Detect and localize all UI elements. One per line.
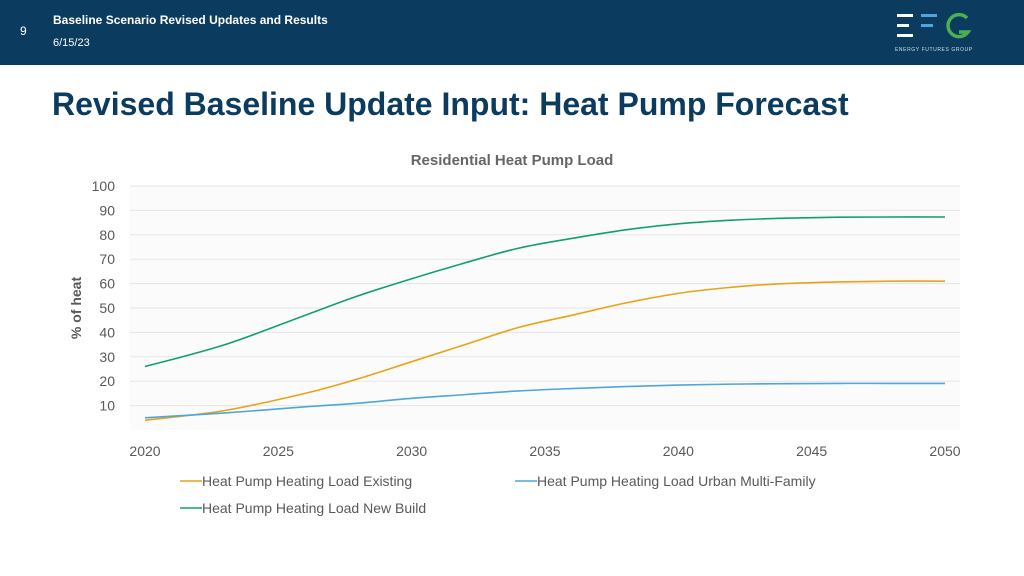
x-tick-label: 2050 [929,443,960,459]
y-tick-label: 70 [99,251,115,267]
y-tick-label: 90 [99,202,115,218]
y-tick-label: 40 [99,324,115,340]
y-tick-label: 10 [99,398,115,414]
x-tick-label: 2045 [796,443,827,459]
x-tick-label: 2020 [129,443,160,459]
heat-pump-line-chart: Residential Heat Pump Load10203040506070… [68,152,961,516]
x-tick-label: 2035 [529,443,560,459]
series-line-1 [144,280,946,422]
efg-logo: ENERGY FUTURES GROUP [895,10,975,56]
y-tick-label: 100 [92,178,116,194]
y-axis-label: % of heat [68,277,84,340]
header-bar: 9 Baseline Scenario Revised Updates and … [0,0,1024,65]
x-tick-label: 2040 [663,443,694,459]
logo-caption: ENERGY FUTURES GROUP [895,47,973,53]
legend-label-3: Heat Pump Heating Load New Build [202,500,426,516]
legend-label-2: Heat Pump Heating Load Urban Multi-Famil… [537,473,816,489]
slide-number: 9 [20,24,27,38]
series-line-3 [144,216,946,368]
legend-label-1: Heat Pump Heating Load Existing [202,473,412,489]
x-tick-label: 2030 [396,443,427,459]
deck-subtitle: Baseline Scenario Revised Updates and Re… [53,13,328,27]
deck-date: 6/15/23 [53,37,90,49]
y-tick-label: 20 [99,373,115,389]
efg-logo-mark [897,12,972,39]
x-tick-label: 2025 [263,443,294,459]
y-tick-label: 50 [99,300,115,316]
chart-title: Residential Heat Pump Load [411,152,614,169]
y-tick-label: 80 [99,227,115,243]
y-tick-label: 30 [99,349,115,365]
page-title: Revised Baseline Update Input: Heat Pump… [52,86,849,122]
y-tick-label: 60 [99,276,115,292]
series-line-2 [144,382,945,419]
